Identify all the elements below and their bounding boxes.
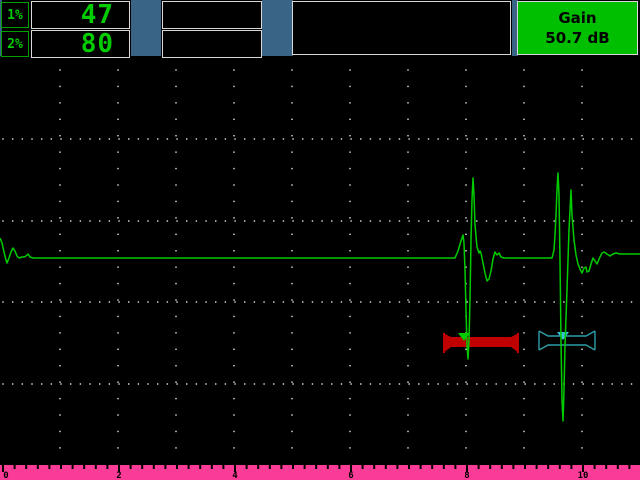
- grid-dots: [2, 69, 633, 449]
- ascan-trace: [0, 172, 640, 422]
- svg-text:4: 4: [232, 471, 238, 480]
- message-box-empty: [292, 1, 511, 55]
- svg-text:8: 8: [464, 471, 469, 480]
- gate1-red-gate: [443, 333, 519, 353]
- gate2-amplitude-label: 2%: [1, 31, 29, 57]
- gate1-amplitude-label: 1%: [1, 2, 29, 28]
- svg-text:6: 6: [348, 471, 353, 480]
- gate2-cyan-gate: [538, 330, 596, 351]
- svg-text:0: 0: [3, 471, 8, 480]
- gain-button[interactable]: Gain 50.7 dB: [517, 1, 638, 55]
- separator-block: [262, 0, 293, 56]
- separator-block: [512, 0, 518, 56]
- gain-value: 50.7 dB: [545, 29, 610, 47]
- separator-block: [0, 0, 2, 56]
- readout-box-empty: [162, 1, 262, 29]
- gate2-amplitude-value: 80: [31, 29, 130, 59]
- readout-box-empty: [162, 30, 262, 58]
- horizontal-ruler: 0 2 4 6 8 10: [0, 465, 640, 480]
- gain-label: Gain: [558, 8, 597, 27]
- separator-block: [131, 0, 161, 56]
- svg-text:2: 2: [116, 471, 121, 480]
- gate1-amplitude-value: 47: [31, 0, 130, 30]
- svg-text:10: 10: [578, 471, 589, 480]
